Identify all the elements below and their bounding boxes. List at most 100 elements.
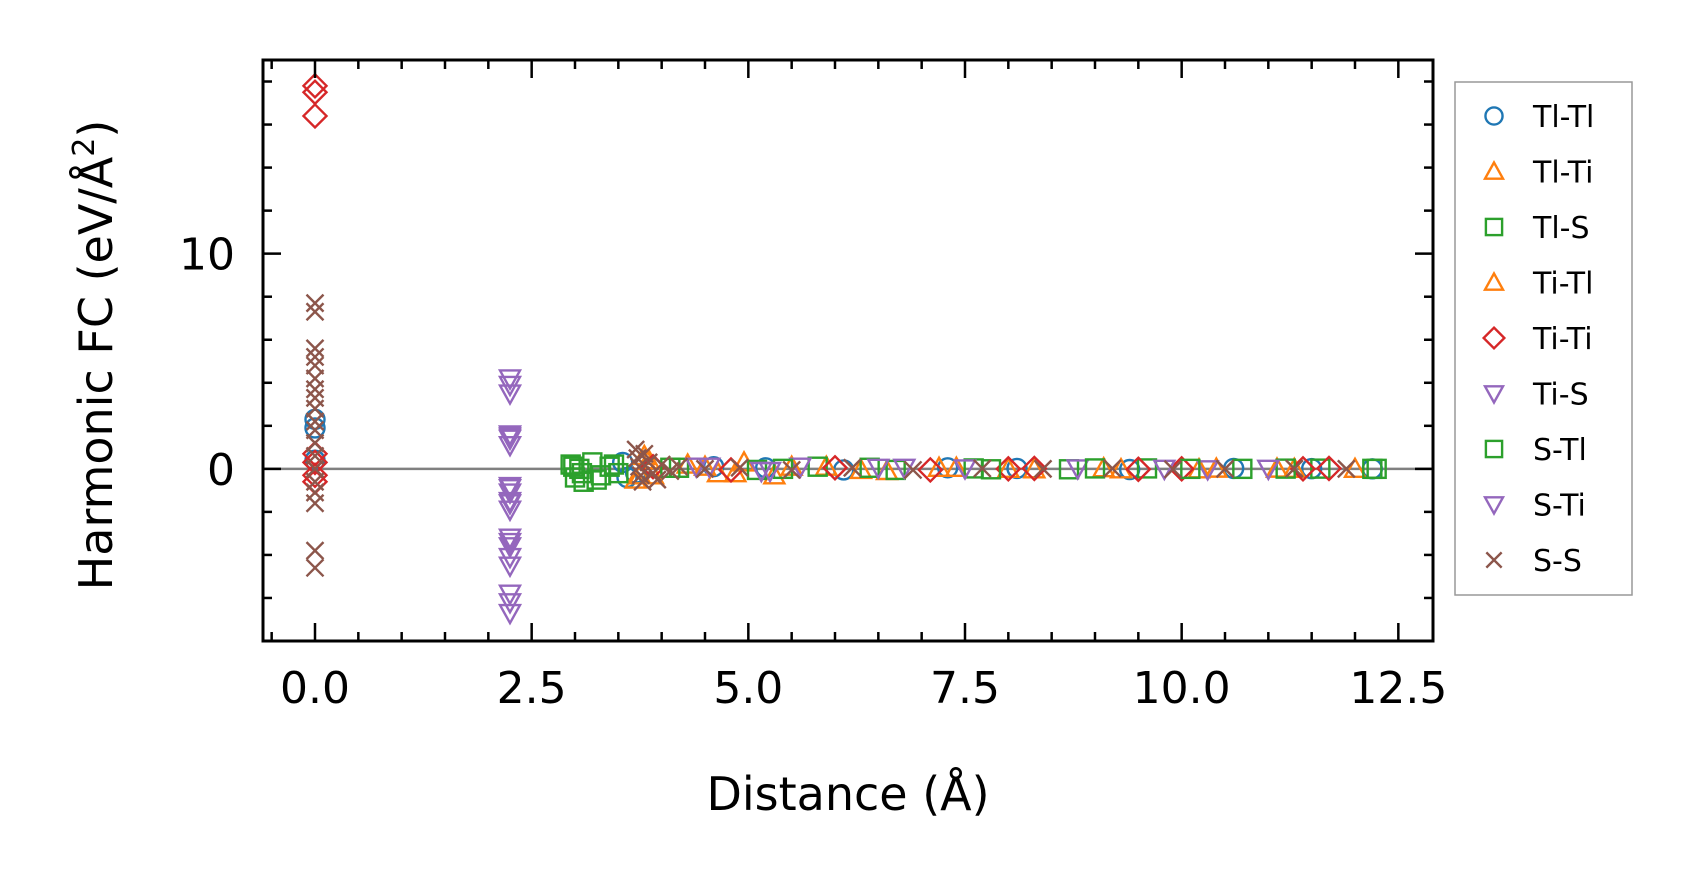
legend-item-ti-s: Ti-S (1482, 378, 1589, 413)
data-point-tl-tl-1 (304, 417, 326, 439)
data-point-ti-s-17 (684, 457, 709, 480)
data-point-ti-ti-1 (301, 79, 329, 106)
data-point-ti-ti-5 (301, 462, 329, 489)
data-point-s-tl-1 (571, 462, 593, 484)
legend-label: Ti-Tl (1532, 267, 1593, 302)
legend-marker-triangle-up (1482, 160, 1506, 180)
data-point-s-s-36 (972, 459, 992, 478)
x-tick-label: 5.0 (713, 663, 783, 714)
y-axis-label-sup: 2 (67, 138, 102, 157)
data-point-s-s-42 (1336, 459, 1356, 479)
series-ti-s (497, 369, 1220, 626)
data-point-tl-ti-6 (762, 462, 787, 485)
legend-label: Tl-Ti (1532, 156, 1593, 191)
x-tick-label: 0.0 (280, 663, 350, 714)
legend-marker-circle (1484, 106, 1504, 126)
data-point-s-s-6 (305, 379, 325, 399)
legend-marker-diamond (1481, 325, 1507, 351)
data-point-tl-s-16 (1310, 458, 1331, 479)
legend-marker-square (1484, 439, 1504, 459)
data-point-s-tl-11 (1362, 458, 1383, 480)
data-point-ti-tl-2 (692, 454, 718, 476)
data-point-s-s-30 (669, 457, 689, 477)
data-point-ti-ti-0 (301, 72, 329, 100)
data-point-s-ti-1 (497, 479, 523, 501)
data-point-ti-s-21 (1065, 459, 1090, 481)
data-point-ti-ti-4 (301, 449, 329, 476)
legend-label: Ti-Ti (1532, 322, 1593, 357)
data-point-s-s-27 (647, 470, 667, 489)
legend-item-tl-s: Tl-S (1484, 211, 1590, 246)
series-tl-s (560, 452, 1387, 492)
data-point-s-s-9 (305, 412, 325, 431)
data-point-s-s-2 (305, 338, 325, 358)
data-point-s-s-35 (903, 460, 923, 480)
legend-item-ti-tl: Ti-Tl (1482, 267, 1593, 302)
data-point-ti-s-5 (497, 435, 523, 458)
data-point-s-ti-6 (866, 458, 891, 481)
legend-item-ti-ti: Ti-Ti (1481, 322, 1593, 357)
legend-marker-triangle-down (1482, 496, 1506, 516)
data-point-ti-ti-12 (1021, 455, 1048, 482)
data-point-ti-tl-8 (1108, 456, 1134, 479)
data-point-s-tl-3 (603, 454, 625, 475)
legend-marker-x (1485, 551, 1503, 569)
data-point-s-ti-2 (497, 494, 523, 516)
y-axis-label-close: ) (69, 120, 123, 138)
data-point-ti-tl-7 (996, 456, 1021, 479)
series-s-s (305, 293, 1356, 578)
data-point-s-ti-5 (757, 461, 783, 484)
data-point-tl-ti-9 (944, 455, 969, 477)
y-axis-label: Harmonic FC (eV/Å2) (67, 120, 123, 591)
legend-label: Tl-Tl (1532, 100, 1594, 135)
x-axis-label: Distance (Å) (706, 767, 989, 821)
data-point-s-s-33 (782, 460, 802, 480)
data-point-ti-s-15 (497, 593, 523, 615)
data-point-s-s-16 (305, 493, 325, 513)
data-point-s-ti-8 (1152, 459, 1177, 482)
data-point-ti-s-16 (497, 603, 523, 626)
x-tick-label: 12.5 (1349, 663, 1447, 714)
data-point-s-s-17 (305, 541, 325, 560)
data-point-ti-s-0 (497, 369, 523, 391)
data-point-tl-s-10 (807, 456, 828, 477)
legend-marker-triangle-up (1482, 271, 1506, 291)
legend-label: Tl-S (1532, 211, 1590, 246)
y-tick-label: 0 (207, 445, 235, 496)
plot-area (263, 72, 1433, 626)
data-point-tl-ti-10 (1022, 456, 1047, 479)
legend: Tl-Tl Tl-Ti Tl-S Ti-Tl Ti-Ti Ti-S S-Tl S-Ti S-S (1454, 81, 1633, 596)
data-point-tl-s-14 (1136, 458, 1158, 479)
data-point-s-s-34 (842, 458, 862, 478)
data-point-ti-s-9 (497, 500, 523, 523)
data-point-tl-s-9 (746, 459, 768, 481)
data-point-ti-s-20 (892, 458, 917, 481)
data-point-ti-ti-16 (1315, 455, 1343, 482)
data-point-s-s-3 (305, 347, 325, 367)
data-point-s-tl-2 (586, 469, 607, 490)
data-point-s-ti-3 (497, 532, 523, 555)
data-point-s-tl-8 (1084, 458, 1106, 479)
data-point-s-ti-9 (1256, 459, 1281, 482)
data-point-ti-s-22 (1195, 460, 1220, 482)
legend-label: Ti-S (1532, 378, 1589, 413)
data-point-s-s-38 (1102, 459, 1122, 478)
data-point-ti-s-11 (497, 537, 523, 559)
data-point-ti-tl-6 (926, 455, 952, 477)
axes: 0.0 2.5 5.0 7.5 10.0 12.5 0 10 (179, 58, 1447, 714)
legend-item-s-s: S-S (1485, 544, 1582, 579)
legend-item-s-ti: S-Ti (1482, 489, 1586, 524)
data-point-ti-ti-14 (1168, 455, 1195, 483)
data-point-s-tl-9 (1180, 458, 1201, 480)
data-point-s-ti-7 (952, 459, 978, 481)
data-point-s-s-40 (1215, 459, 1235, 479)
data-point-tl-s-2 (569, 458, 590, 480)
data-point-s-s-41 (1284, 459, 1304, 478)
legend-marker-square (1484, 217, 1504, 237)
data-point-ti-ti-13 (1125, 456, 1152, 483)
series-s-ti (497, 427, 1281, 555)
legend-label: S-Ti (1533, 489, 1586, 524)
data-point-s-s-18 (305, 558, 325, 578)
data-point-s-ti-0 (497, 427, 523, 450)
